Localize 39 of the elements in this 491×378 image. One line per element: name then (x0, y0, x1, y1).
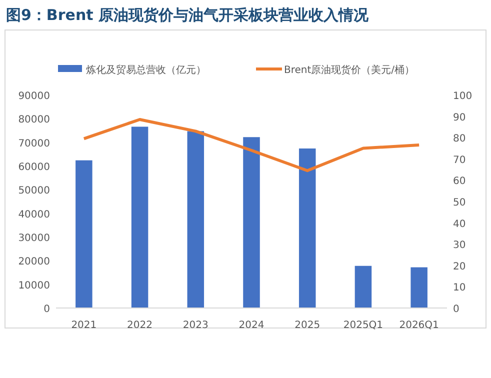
y-tick-label: 10000 (18, 280, 50, 292)
y2-tick-label: 70 (453, 154, 466, 166)
y-tick-label: 70000 (18, 138, 50, 150)
bar (410, 267, 428, 308)
x-tick-label: 2021 (71, 320, 97, 331)
y2-tick-label: 30 (453, 240, 466, 252)
chart-title: 图9：Brent 原油现货价与油气开采板块营业收入情况 (6, 6, 370, 24)
x-tick-label: 2025 (294, 320, 320, 331)
y2-tick-label: 50 (453, 198, 466, 208)
y2-tick-label: 40 (453, 218, 466, 230)
y-tick-label: 80000 (18, 114, 50, 126)
y-tick-label: 0 (44, 304, 50, 315)
bar (187, 131, 204, 308)
y2-tick-label: 10 (453, 282, 466, 294)
y-tick-label: 60000 (18, 162, 50, 173)
y-tick-label: 40000 (18, 209, 50, 220)
x-tick-label: 2022 (127, 320, 153, 331)
bar (354, 266, 372, 308)
legend-label: 炼化及贸易总营收（亿元） (86, 64, 206, 76)
y2-tick-label: 80 (453, 134, 466, 145)
y2-tick-label: 90 (453, 112, 466, 124)
bar (76, 160, 92, 308)
x-tick-label: 2026Q1 (399, 320, 439, 331)
y-tick-label: 90000 (18, 91, 50, 102)
line-series (82, 118, 421, 172)
y2-tick-label: 20 (453, 261, 466, 272)
y-tick-label: 20000 (18, 256, 50, 268)
bar (298, 148, 316, 308)
x-tick-label: 2023 (182, 320, 208, 331)
bar (131, 126, 148, 308)
x-tick-label: 2025Q1 (343, 320, 384, 331)
y-tick-label: 50000 (18, 186, 50, 197)
x-tick-label: 2024 (238, 320, 264, 331)
y-tick-label: 30000 (18, 233, 50, 244)
y2-tick-label: 0 (453, 304, 460, 315)
y2-tick-label: 60 (453, 176, 466, 188)
y2-tick-label: 100 (453, 91, 472, 102)
legend-label: Brent原油现货价（美元/桶） (284, 64, 415, 76)
bar (243, 137, 260, 308)
